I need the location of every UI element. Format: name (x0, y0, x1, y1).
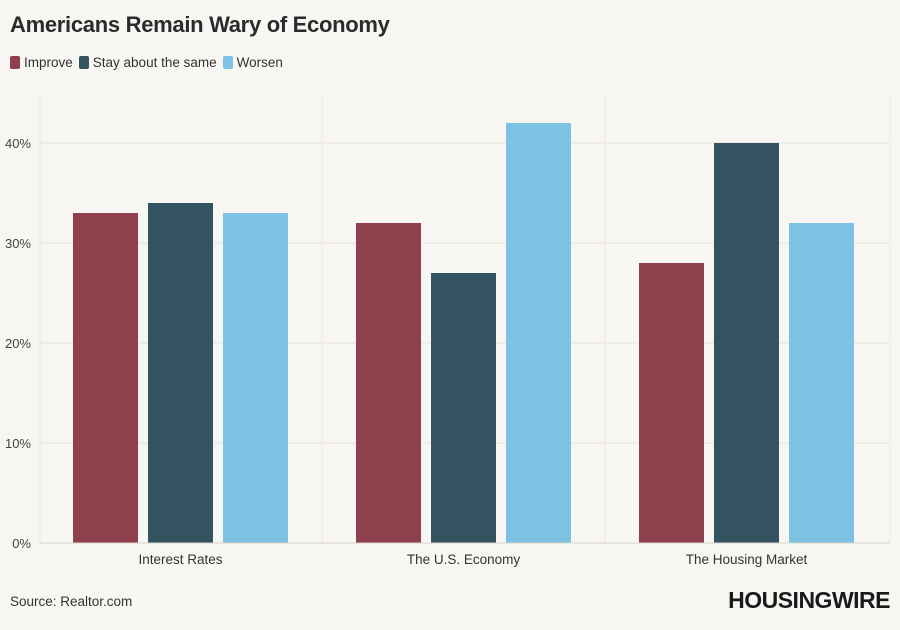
legend-label-same: Stay about the same (92, 55, 217, 70)
bar (356, 223, 421, 543)
legend: Improve Stay about the same Worsen (10, 55, 289, 70)
source-note: Source: Realtor.com (10, 594, 133, 609)
bar-chart: 0% 10% 20% 30% 40% Interest Rates The U.S. Eco… (5, 93, 891, 567)
legend-label-improve: Improve (24, 55, 73, 70)
legend-swatch-improve (10, 56, 20, 69)
y-tick-label: 0% (12, 536, 31, 551)
bar (789, 223, 854, 543)
legend-swatch-same (78, 56, 89, 69)
y-tick-label: 20% (5, 336, 31, 351)
chart-title: Americans Remain Wary of Economy (10, 12, 390, 37)
y-tick-label: 40% (5, 136, 31, 151)
bar (639, 263, 704, 543)
legend-label-worsen: Worsen (236, 55, 283, 70)
bar (506, 123, 571, 543)
bar (148, 203, 213, 543)
bar (714, 143, 779, 543)
y-tick-label: 30% (5, 236, 31, 251)
bar (223, 213, 288, 543)
y-tick-label: 10% (5, 436, 31, 451)
legend-item-same: Stay about the same (78, 55, 217, 70)
x-category-label: The Housing Market (686, 552, 808, 567)
bar (431, 273, 496, 543)
legend-item-improve: Improve (10, 55, 73, 70)
brand-logo: HOUSINGWIRE (728, 587, 890, 613)
x-category-label: The U.S. Economy (407, 552, 521, 567)
legend-swatch-worsen (222, 56, 233, 69)
x-category-label: Interest Rates (138, 552, 222, 567)
bar (73, 213, 138, 543)
legend-item-worsen: Worsen (222, 55, 283, 70)
